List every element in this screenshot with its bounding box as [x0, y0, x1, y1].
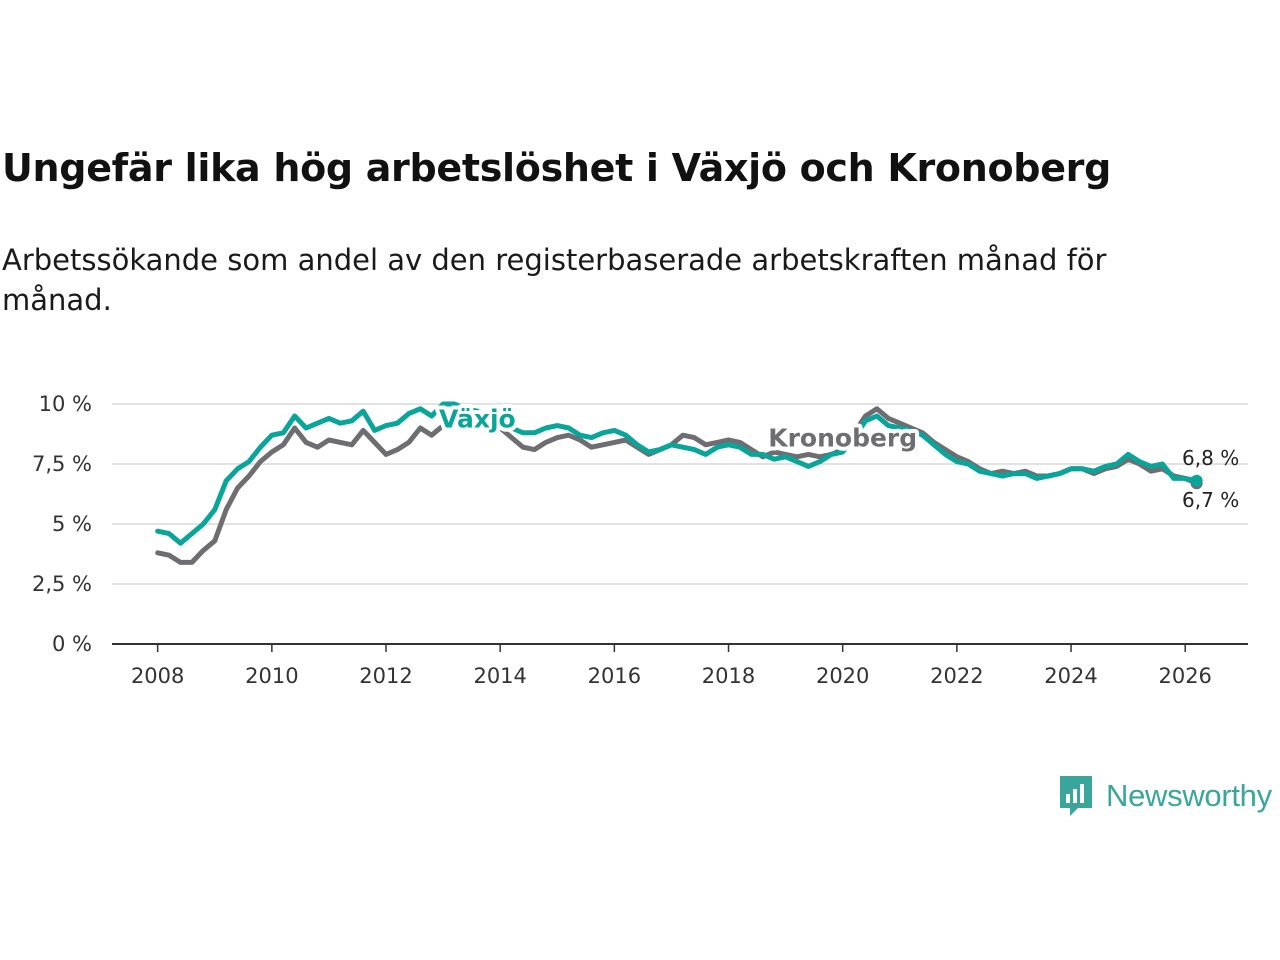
x-tick-label: 2010 [245, 664, 298, 688]
x-tick-label: 2022 [930, 664, 983, 688]
series-line-vxj [155, 401, 1200, 546]
x-tick-label: 2012 [359, 664, 412, 688]
gridlines [112, 403, 1248, 645]
end-value-label: 6,8 % [1182, 446, 1239, 470]
x-axis-ticks: 2008 2010 2012 2014 2016 2018 2020 2022 2024 2026 [131, 644, 1212, 688]
series-line-kronoberg [155, 406, 1200, 565]
y-tick-label: 0 % [52, 632, 92, 656]
chart-subtitle: Arbetssökande som andel av den registerb… [2, 243, 1107, 317]
y-tick-label: 5 % [52, 512, 92, 536]
series-label: Växjö [439, 404, 516, 433]
x-tick-label: 2016 [588, 664, 641, 688]
y-tick-label: 10 % [39, 392, 92, 416]
x-tick-label: 2026 [1158, 664, 1211, 688]
newsworthy-logo-icon [1060, 776, 1092, 816]
x-tick-label: 2024 [1044, 664, 1097, 688]
series-label-halo: Växjö [439, 404, 516, 433]
series-lines [155, 401, 1203, 565]
brand-name: Newsworthy [1106, 778, 1272, 813]
chart-title: Ungefär lika hög arbetslöshet i Växjö oc… [2, 146, 1112, 190]
x-tick-label: 2018 [702, 664, 755, 688]
y-axis-ticks: 0 % 2,5 % 5 % 7,5 % 10 % [32, 392, 92, 656]
y-tick-label: 2,5 % [32, 572, 92, 596]
end-value-label: 6,7 % [1182, 488, 1239, 512]
series-label-halo: Kronoberg [768, 424, 917, 453]
newsworthy-brand[interactable]: Newsworthy [1058, 774, 1272, 818]
series-label: Kronoberg [768, 424, 917, 453]
line-chart: 0 % 2,5 % 5 % 7,5 % 10 % 2008 2010 2012 2014 201… [32, 392, 1248, 688]
x-tick-label: 2008 [131, 664, 184, 688]
x-tick-label: 2020 [816, 664, 869, 688]
x-tick-label: 2014 [473, 664, 526, 688]
y-tick-label: 7,5 % [32, 452, 92, 476]
series-end-point [1190, 474, 1203, 487]
